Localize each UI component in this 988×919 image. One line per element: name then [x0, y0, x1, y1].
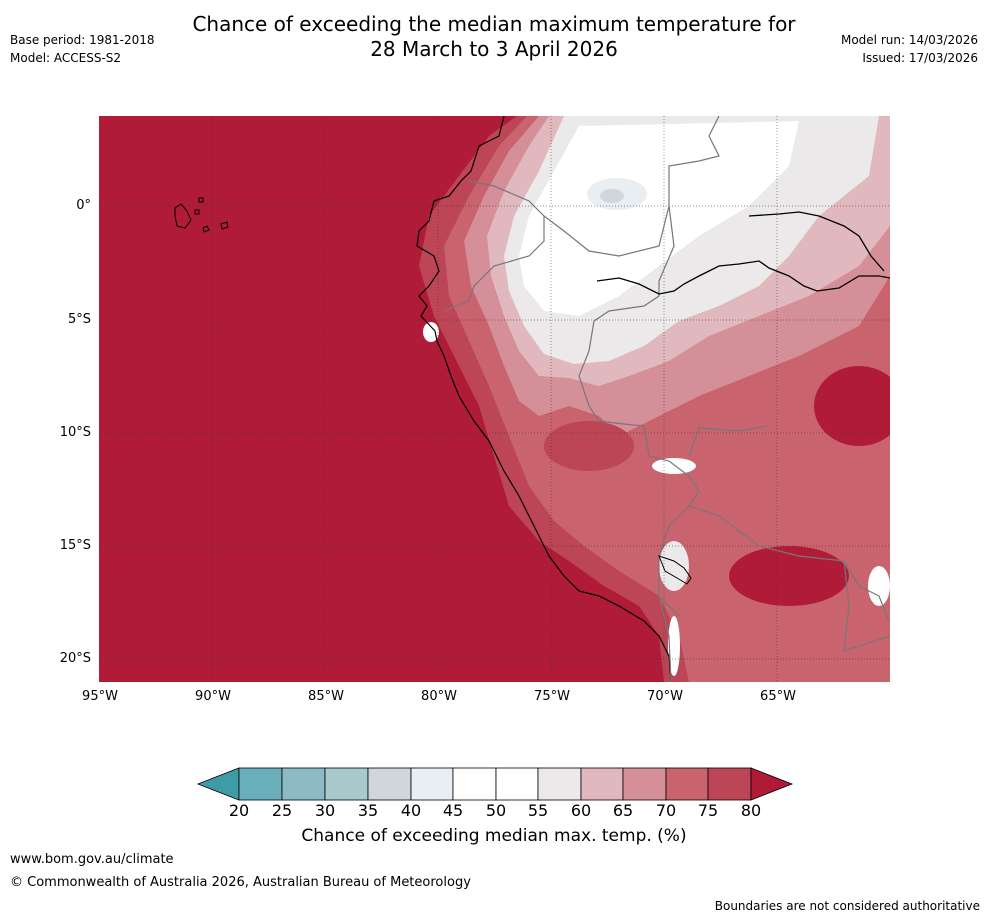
colorbar-tick-25: 25: [271, 801, 293, 820]
colorbar-bin-50-55: [495, 767, 539, 801]
lat-tick-15s: 15°S: [59, 538, 91, 553]
lon-tick-95w: 95°W: [82, 689, 118, 704]
base-period: Base period: 1981-2018: [10, 33, 155, 47]
colorbar-tick-75: 75: [697, 801, 719, 820]
colorbar-bin-60-65: [580, 767, 624, 801]
colorbar-tick-80: 80: [740, 801, 762, 820]
colorbar-bin-35-40: [367, 767, 412, 801]
colorbar-tick-35: 35: [357, 801, 379, 820]
galapagos-islands: [174, 197, 229, 233]
lon-tick-85w: 85°W: [308, 689, 344, 704]
colorbar-tick-55: 55: [527, 801, 549, 820]
colorbar-bin-75-80: [707, 767, 752, 801]
title-line-1: Chance of exceeding the median maximum t…: [192, 12, 796, 36]
land-zone-45-55: [519, 121, 799, 316]
colorbar-tick-20: 20: [228, 801, 250, 820]
colorbar-bin-25-30: [281, 767, 326, 801]
lat-tick-0: 0°: [76, 198, 91, 213]
colorbar-extend-high: [750, 767, 794, 801]
colorbar-tick-40: 40: [400, 801, 422, 820]
probability-map: [99, 116, 890, 682]
lon-tick-75w: 75°W: [534, 689, 570, 704]
lat-tick-10s: 10°S: [59, 425, 91, 440]
colorbar-extend-low: [196, 767, 240, 801]
issued-date: Issued: 17/03/2026: [862, 51, 978, 65]
map-title: Chance of exceeding the median maximum t…: [0, 12, 988, 62]
colorbar-bin-45-50: [452, 767, 497, 801]
colorbar-bin-20-25: [238, 767, 283, 801]
colorbar-tick-70: 70: [655, 801, 677, 820]
high-blob-east: [814, 366, 890, 446]
high-blob-central: [544, 421, 634, 471]
lon-tick-65w: 65°W: [760, 689, 796, 704]
land-zone-35-40: [600, 189, 624, 203]
title-line-2: 28 March to 3 April 2026: [370, 37, 618, 61]
lat-tick-20s: 20°S: [59, 651, 91, 666]
model-name: Model: ACCESS-S2: [10, 51, 122, 65]
colorbar-label: Chance of exceeding median max. temp. (%…: [301, 826, 687, 846]
copyright-notice: © Commonwealth of Australia 2026, Austra…: [10, 875, 471, 890]
website-link[interactable]: www.bom.gov.au/climate: [10, 852, 174, 867]
colorbar-tick-45: 45: [442, 801, 464, 820]
colorbar-tick-50: 50: [485, 801, 507, 820]
colorbar-bin-70-75: [665, 767, 709, 801]
colorbar-bin-55-60: [537, 767, 582, 801]
colorbar-bin-30-35: [324, 767, 369, 801]
white-patch-east: [868, 566, 890, 606]
white-patch-south: [659, 541, 689, 591]
gridlines: [99, 116, 890, 682]
country-borders: [443, 116, 890, 682]
colorbar-bin-40-45: [410, 767, 454, 801]
model-run: Model run: 14/03/2026: [840, 33, 978, 47]
white-patch-central: [652, 458, 696, 474]
high-blob-south: [729, 546, 849, 606]
white-patch-altiplano: [668, 616, 680, 676]
colorbar-tick-30: 30: [314, 801, 336, 820]
lon-tick-90w: 90°W: [195, 689, 231, 704]
colorbar-tick-60: 60: [570, 801, 592, 820]
lon-tick-70w: 70°W: [647, 689, 683, 704]
white-patch-coast: [423, 322, 439, 342]
lake-titicaca: [658, 555, 692, 585]
colorbar-tick-65: 65: [612, 801, 634, 820]
lat-tick-5s: 5°S: [67, 312, 91, 327]
colorbar: [196, 767, 794, 801]
boundaries-disclaimer: Boundaries are not considered authoritat…: [714, 899, 980, 913]
meta-right: Model run: 14/03/2026 Issued: 17/03/2026: [841, 31, 978, 67]
rivers: [596, 211, 890, 295]
meta-left: Base period: 1981-2018 Model: ACCESS-S2: [10, 31, 155, 67]
colorbar-bin-65-70: [622, 767, 667, 801]
lon-tick-80w: 80°W: [421, 689, 457, 704]
coastline: [416, 116, 672, 682]
